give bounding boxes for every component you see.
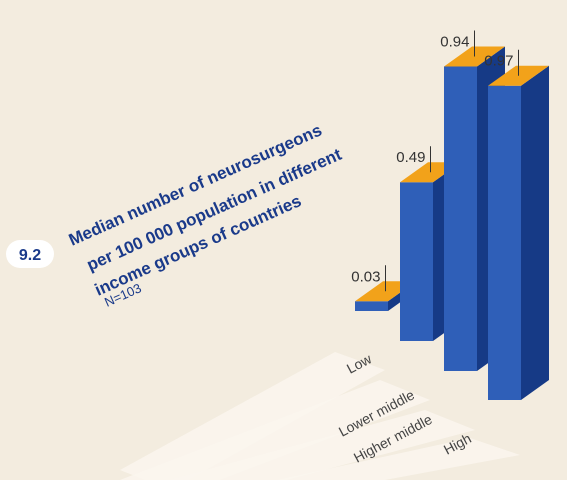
- figure-number-badge: 9.2: [6, 240, 54, 268]
- bars: 0.03 0.49 0.94 0.97: [351, 30, 549, 400]
- value-label-3: 0.97: [484, 53, 513, 70]
- category-stripe-0: [120, 352, 385, 480]
- category-stripe-3: [276, 438, 520, 480]
- value-label-1: 0.49: [396, 149, 425, 166]
- value-label-2: 0.94: [440, 33, 469, 50]
- category-stripes: [120, 352, 520, 480]
- category-stripe-2: [168, 410, 475, 480]
- bar-1: [400, 182, 433, 341]
- bar-0: [355, 301, 388, 311]
- bar-3: [488, 85, 521, 400]
- bar-side-3: [521, 65, 549, 400]
- bar-top-2: [444, 46, 505, 67]
- category-stripe-1: [120, 380, 430, 480]
- value-label-0: 0.03: [351, 268, 380, 285]
- figure-number: 9.2: [19, 247, 41, 264]
- figure-number-background: [6, 240, 54, 268]
- bar-2: [444, 66, 477, 371]
